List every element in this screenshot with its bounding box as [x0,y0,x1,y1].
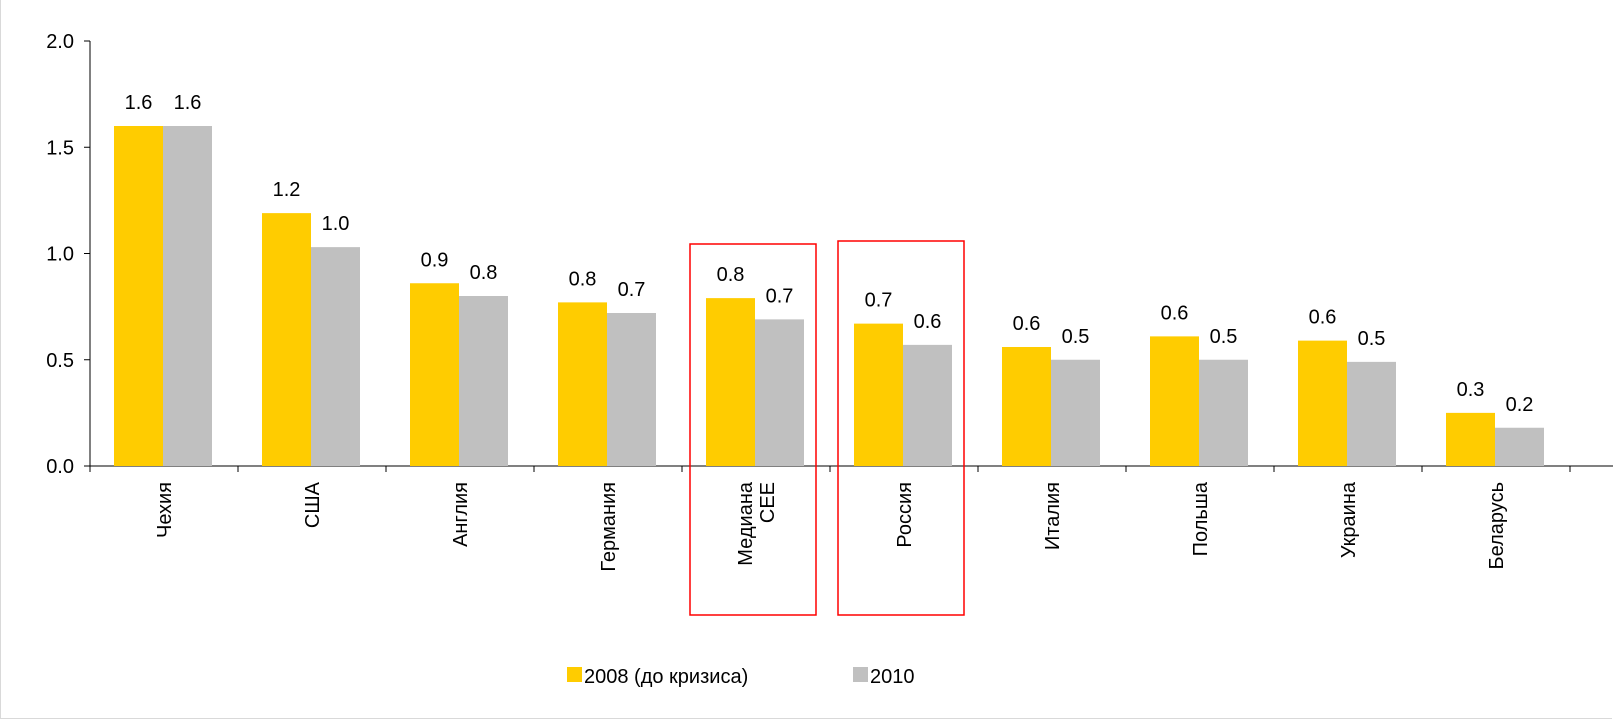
bar-series-2010 [1347,361,1396,466]
bar-series-2010 [1051,359,1100,466]
data-label: 0.5 [1062,326,1090,348]
category-label-line: Беларусь [1486,482,1508,569]
bar-series-2008 [1150,336,1199,466]
data-label: 0.7 [618,279,646,301]
category-label: Англия [450,482,472,547]
legend-label-2008: 2008 (до кризиса) [584,666,748,688]
category-label: США [302,481,324,528]
category-label: Россия [894,482,916,548]
data-label: 0.8 [717,264,745,286]
data-label: 0.2 [1506,394,1534,416]
data-label: 0.8 [470,262,498,284]
category-label-line: CEE [757,482,779,523]
category-label-line: Россия [894,482,916,548]
data-label: 0.7 [865,290,893,312]
highlight-box [837,240,965,616]
category-label: Германия [598,482,620,572]
category-label-line: Германия [598,482,620,572]
bar-series-2010 [459,296,508,466]
bar-series-2008 [706,298,755,466]
bar-series-2008 [1446,412,1495,466]
category-label-line: Медиана [735,481,757,566]
y-tick-label: 0.5 [46,350,74,372]
category-label: Украина [1338,481,1360,558]
category-label-line: Италия [1042,482,1064,550]
data-label: 0.9 [421,249,449,271]
data-label: 0.6 [1161,302,1189,324]
data-label: 0.3 [1457,379,1485,401]
bar-series-2008 [1002,347,1051,466]
category-label-line: США [302,481,324,528]
bar-series-2010 [1495,427,1544,466]
y-tick-label: 0.0 [46,456,74,478]
legend-swatch-2010 [853,667,868,682]
data-label: 0.7 [766,285,794,307]
bar-series-2010 [1199,359,1248,466]
category-label-line: Польша [1190,481,1212,556]
bar-series-2008 [114,126,163,466]
category-label: Польша [1190,481,1212,556]
legend-label-2010: 2010 [870,666,915,688]
data-label: 0.6 [1309,307,1337,329]
bar-series-2008 [262,213,311,466]
highlight-box [689,243,817,616]
category-label-line: Чехия [154,482,176,538]
data-label: 1.6 [174,92,202,114]
category-label-line: Украина [1338,481,1360,558]
data-label: 0.5 [1210,326,1238,348]
data-label: 1.6 [125,92,153,114]
category-label: Беларусь [1486,482,1508,569]
category-label: Медиана CEE [735,481,779,566]
bar-series-2010 [311,247,360,466]
data-label: 1.2 [273,179,301,201]
bar-series-2008 [854,323,903,466]
data-label: 1.0 [322,213,350,235]
y-tick-label: 1.0 [46,244,74,266]
bar-series-2010 [607,313,656,466]
legend-swatch-2008 [567,667,582,682]
bar-series-2010 [163,126,212,466]
category-label-line: Англия [450,482,472,547]
bar-series-2008 [1298,340,1347,466]
bar-series-2008 [558,302,607,466]
category-label: Италия [1042,482,1064,550]
data-label: 0.5 [1358,328,1386,350]
y-tick-label: 1.5 [46,137,74,159]
bar-series-2008 [410,283,459,466]
bar-series-2010 [903,344,952,466]
data-label: 0.6 [1013,313,1041,335]
y-tick-label: 2.0 [46,31,74,53]
category-label: Чехия [154,482,176,538]
data-label: 0.8 [569,268,597,290]
bar-series-2010 [755,319,804,466]
data-label: 0.6 [914,311,942,333]
